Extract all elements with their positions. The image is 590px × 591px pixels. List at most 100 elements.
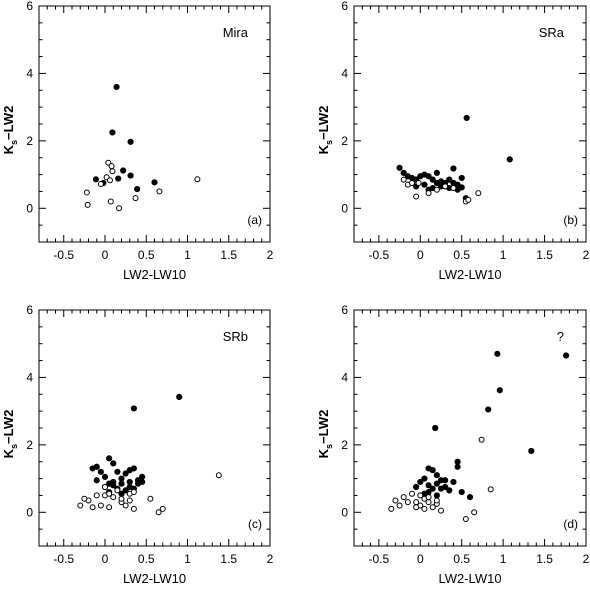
y-axis-label: Ks−LW2 — [316, 410, 334, 459]
data-point-open — [462, 516, 469, 523]
panel-name: Mira — [223, 25, 249, 40]
data-point-open — [400, 176, 407, 183]
data-point-open — [89, 504, 96, 511]
data-point-open — [156, 188, 163, 195]
data-point-filled — [563, 352, 570, 359]
data-point-filled — [433, 492, 440, 499]
data-point-filled — [454, 458, 461, 465]
y-axis-label: Ks−LW2 — [316, 106, 334, 155]
data-point-filled — [134, 185, 141, 193]
x-axis-label: LW2-LW10 — [123, 571, 186, 586]
data-point-open — [130, 505, 137, 512]
y-tick-label: 2 — [26, 438, 33, 452]
x-axis-label: LW2-LW10 — [438, 267, 501, 282]
data-point-open — [97, 181, 104, 188]
data-point-filled — [421, 475, 428, 482]
data-point-open — [110, 494, 117, 501]
data-point-filled — [97, 468, 104, 475]
data-point-filled — [110, 460, 117, 467]
data-point-open — [108, 163, 115, 170]
data-point-filled — [496, 387, 503, 394]
data-point-open — [478, 436, 485, 443]
y-tick-label: 6 — [341, 303, 348, 317]
data-point-open — [396, 502, 403, 509]
data-point-filled — [139, 473, 146, 480]
data-point-open — [106, 177, 113, 184]
data-point-open — [84, 201, 91, 208]
data-point-filled — [425, 488, 432, 496]
x-tick-label: 2 — [583, 248, 590, 262]
plot-frame — [353, 5, 587, 243]
data-point-open — [194, 176, 201, 183]
x-tick-label: 1.5 — [536, 248, 553, 262]
data-point-filled — [437, 485, 445, 492]
y-tick-label: 0 — [341, 505, 348, 519]
data-point-filled — [432, 424, 439, 432]
x-tick-label: -0.5 — [369, 248, 390, 262]
x-tick-label: -0.5 — [53, 552, 74, 566]
data-point-open — [130, 489, 137, 496]
data-point-open — [132, 195, 139, 202]
data-point-open — [159, 505, 166, 512]
data-point-open — [409, 490, 415, 497]
data-point-open — [438, 507, 444, 514]
data-point-open — [93, 492, 100, 499]
data-point-open — [413, 504, 420, 511]
panel-b: -0.5 0 0.5 1 1.5 2 0 2 4 6 LW2-LW10 Ks−LW2 SRa (b) — [316, 0, 590, 282]
panel-tag: (d) — [563, 517, 578, 531]
y-tick-label: 0 — [26, 201, 33, 215]
data-point-filled — [429, 485, 436, 492]
data-point-open — [114, 487, 121, 494]
data-point-filled — [485, 406, 492, 413]
data-point-filled — [450, 165, 457, 172]
data-point-filled — [433, 169, 440, 176]
data-point-open — [417, 492, 424, 499]
data-point-filled — [106, 455, 113, 462]
data-point-filled — [139, 478, 146, 486]
data-point-open — [433, 186, 440, 193]
x-axis-label: LW2-LW10 — [123, 267, 186, 282]
data-point-open — [116, 205, 123, 212]
y-tick-label: 4 — [26, 370, 33, 384]
data-point-open — [118, 495, 125, 502]
x-tick-label: 2 — [267, 552, 274, 566]
data-point-open — [471, 509, 478, 516]
data-point-filled — [450, 478, 457, 486]
data-point-filled — [433, 179, 440, 187]
data-point-filled — [120, 167, 127, 174]
data-point-filled — [122, 470, 129, 477]
data-point-filled — [425, 173, 432, 180]
x-tick-label: 1 — [184, 248, 191, 262]
data-point-filled — [93, 463, 100, 470]
y-tick-label: 4 — [341, 370, 348, 384]
panel-a: -0.5 0 0.5 1 1.5 2 0 2 4 6 LW2-LW10 Ks−LW2 Mira (a) — [1, 0, 274, 282]
x-tick-label: 1 — [500, 248, 507, 262]
data-point-filled — [93, 477, 100, 484]
data-point-open — [97, 502, 104, 509]
data-point-filled — [176, 393, 183, 401]
x-tick-label: 0.5 — [138, 248, 155, 262]
data-point-open — [487, 486, 494, 493]
panel-tag: (a) — [247, 213, 262, 227]
data-point-open — [413, 193, 420, 200]
y-tick-label: 6 — [341, 0, 348, 13]
data-point-filled — [458, 174, 465, 182]
data-point-open — [433, 497, 440, 504]
x-tick-label: 0 — [102, 552, 109, 566]
data-point-filled — [114, 468, 121, 475]
plot-frame — [38, 309, 271, 547]
panel-name: SRa — [539, 25, 565, 40]
data-point-filled — [417, 173, 424, 180]
x-tick-label: 1.5 — [536, 552, 553, 566]
data-point-open — [102, 484, 108, 490]
data-point-filled — [494, 350, 501, 357]
data-point-open — [155, 509, 162, 516]
y-tick-label: 4 — [341, 66, 348, 80]
y-tick-label: 4 — [26, 66, 33, 80]
x-tick-label: 0.5 — [453, 552, 470, 566]
data-point-open — [415, 180, 422, 186]
data-point-open — [106, 504, 113, 511]
data-point-open — [442, 183, 449, 190]
data-point-open — [77, 502, 84, 509]
